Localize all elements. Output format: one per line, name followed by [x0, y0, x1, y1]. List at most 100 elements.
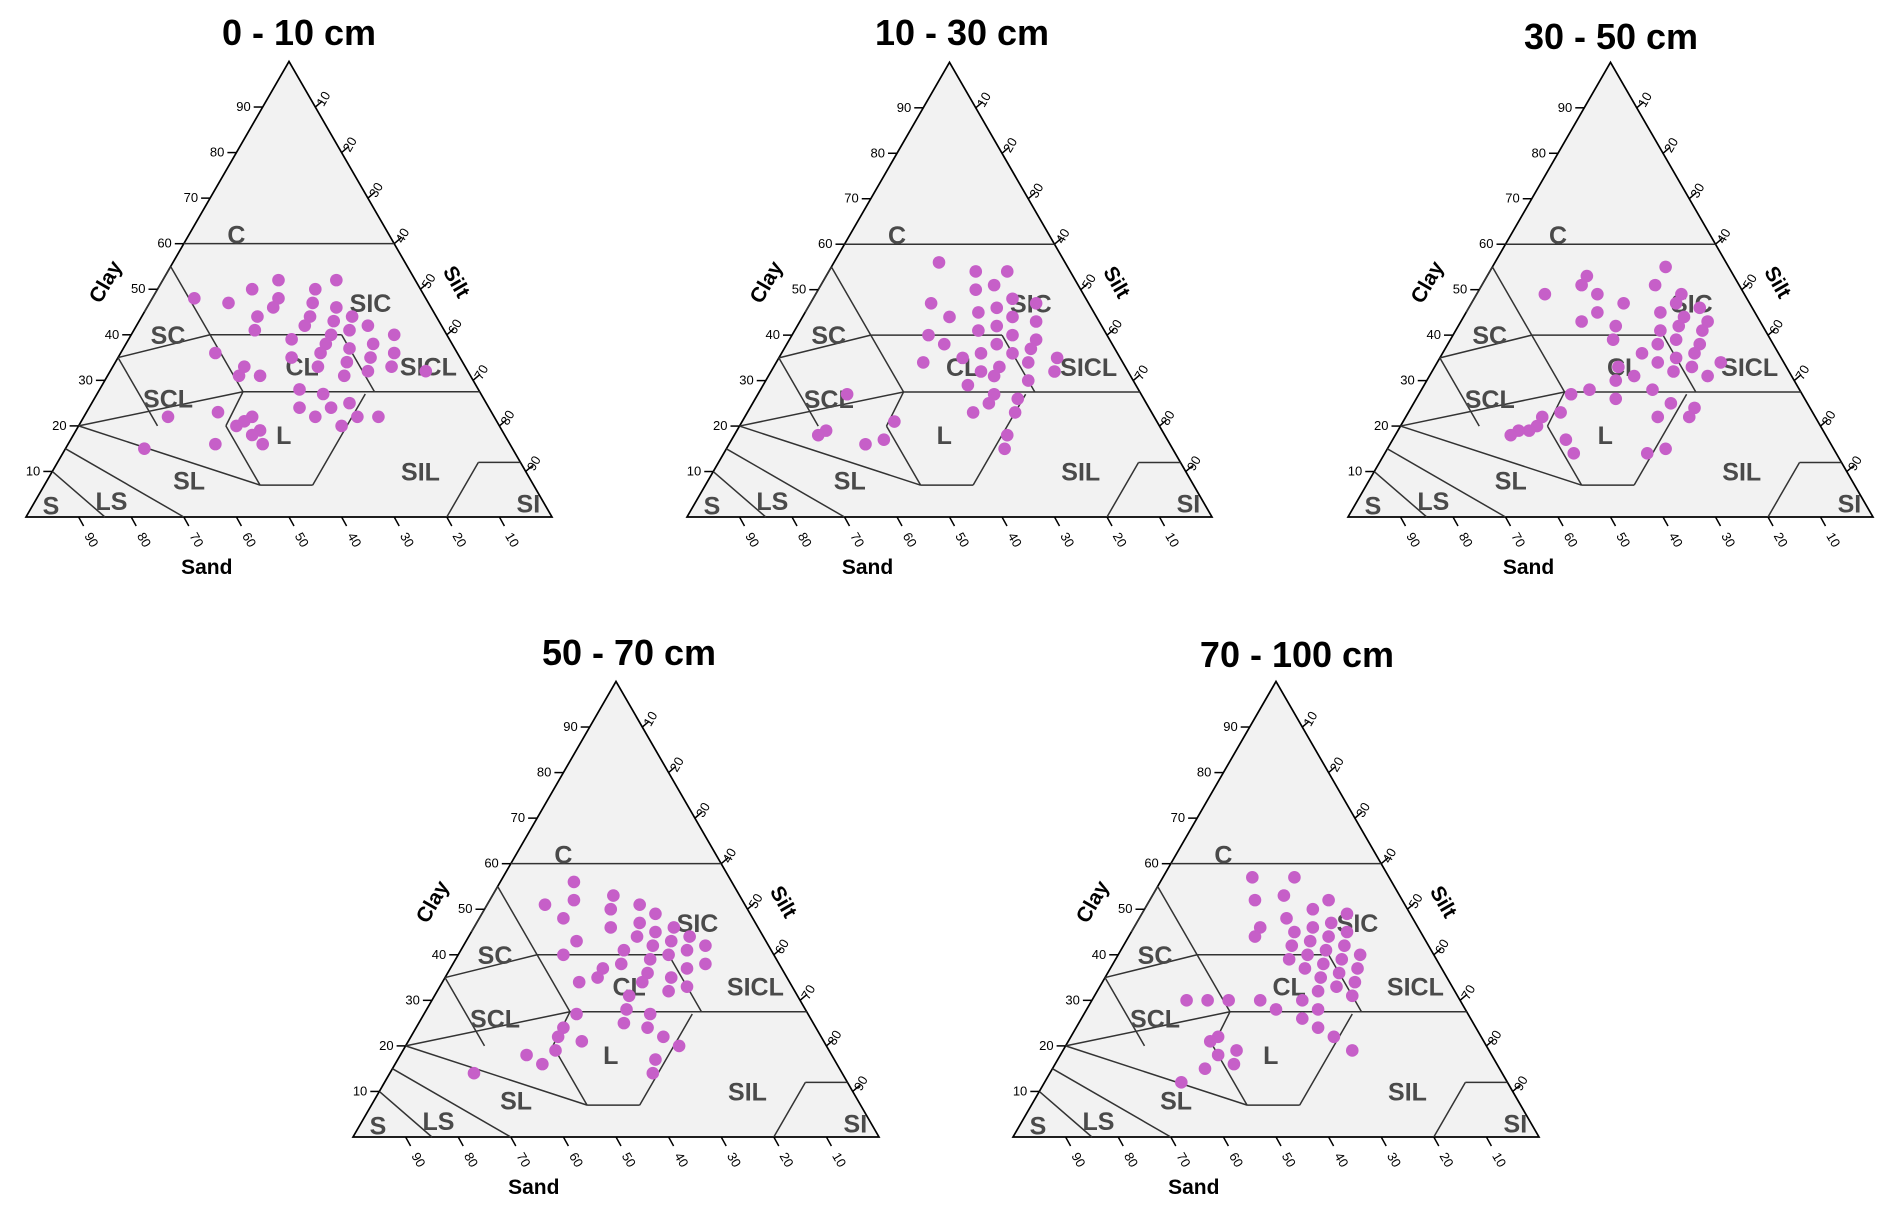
- sample-point: [330, 301, 343, 314]
- sample-point: [982, 397, 996, 410]
- region-label-sl: SL: [1495, 468, 1527, 496]
- clay-axis-title: Clay: [85, 257, 127, 307]
- silt-tick: [1662, 146, 1671, 154]
- sand-tick: [1714, 516, 1722, 527]
- region-label-s: S: [370, 1113, 387, 1141]
- class-boundary: [712, 470, 767, 518]
- silt-tick: [668, 766, 677, 774]
- class-boundary: [444, 954, 538, 979]
- sample-point: [961, 378, 975, 392]
- silt-tick: [1688, 192, 1697, 200]
- silt-tick-label: 10: [974, 90, 994, 110]
- sample-point: [551, 1030, 565, 1044]
- sample-point: [974, 347, 988, 360]
- sample-point: [319, 337, 333, 351]
- sample-point: [1322, 893, 1335, 907]
- sample-point: [1050, 351, 1064, 365]
- silt-tick-label: 90: [524, 453, 544, 473]
- sample-point: [1211, 1048, 1225, 1062]
- silt-tick-label: 70: [798, 982, 818, 1002]
- sample-point: [1682, 410, 1696, 424]
- sand-tick: [896, 516, 903, 527]
- clay-tick-label: 30: [1065, 992, 1079, 1007]
- sand-tick: [393, 516, 400, 527]
- silt-tick-label: 50: [745, 891, 765, 911]
- class-boundary: [1633, 393, 1688, 486]
- silt-tick-label: 50: [1405, 891, 1425, 911]
- sample-point: [646, 939, 660, 952]
- sample-point: [990, 319, 1004, 333]
- panel-title: 30 - 50 cm: [1524, 16, 1698, 57]
- clay-tick-label: 70: [184, 190, 198, 205]
- sample-point: [419, 364, 433, 378]
- sample-point: [1006, 328, 1019, 342]
- class-boundary: [739, 391, 904, 427]
- clay-tick-label: 20: [713, 418, 727, 433]
- region-label-sicl: SICL: [1721, 354, 1778, 382]
- silt-tick: [773, 948, 782, 956]
- sample-point: [1648, 278, 1662, 292]
- sample-point: [272, 273, 285, 287]
- sand-tick: [340, 516, 348, 527]
- sample-point: [138, 442, 151, 455]
- sand-tick: [843, 516, 851, 527]
- silt-tick: [367, 191, 376, 199]
- class-boundary: [312, 393, 366, 486]
- region-label-sil: SIL: [728, 1078, 767, 1106]
- sample-point: [1006, 292, 1019, 306]
- sample-point: [1654, 324, 1667, 337]
- clay-axis-title: Clay: [1072, 877, 1114, 927]
- sand-tick: [1106, 516, 1113, 527]
- sample-point: [1248, 930, 1262, 943]
- sample-point: [956, 351, 969, 365]
- region-label-l: L: [937, 422, 952, 450]
- silt-tick-label: 90: [851, 1073, 871, 1093]
- sample-point: [922, 328, 935, 342]
- class-boundary: [392, 1068, 512, 1138]
- sand-tick: [1170, 1136, 1177, 1147]
- class-boundary: [726, 448, 845, 518]
- sand-tick: [1609, 516, 1617, 527]
- sample-point: [1024, 342, 1038, 356]
- sample-point: [1203, 1035, 1217, 1048]
- region-label-sil: SIL: [1722, 459, 1761, 487]
- sand-tick: [562, 1136, 570, 1147]
- class-boundary: [536, 954, 571, 1013]
- sand-tick-label: 50: [292, 530, 312, 550]
- sample-point: [1535, 410, 1549, 424]
- sample-point: [1227, 1057, 1241, 1071]
- sample-point: [567, 893, 581, 907]
- sample-point: [1345, 989, 1359, 1003]
- sample-point: [1327, 1030, 1341, 1044]
- sample-point: [811, 428, 825, 442]
- sand-axis-title: Sand: [181, 556, 232, 579]
- region-label-l: L: [276, 422, 291, 450]
- clay-tick-label: 40: [1092, 947, 1106, 962]
- sand-tick-label: 10: [502, 530, 522, 550]
- silt-tick-label: 90: [1845, 453, 1865, 473]
- class-boundary: [378, 1090, 433, 1138]
- silt-tick: [1793, 374, 1802, 382]
- silt-tick: [1715, 237, 1723, 245]
- sample-point: [649, 907, 662, 921]
- class-boundary: [446, 461, 480, 518]
- sample-point: [1269, 1003, 1283, 1016]
- sample-point: [343, 342, 356, 355]
- sample-point: [683, 930, 696, 943]
- clay-tick-label: 60: [1479, 236, 1493, 251]
- sample-point: [1696, 324, 1709, 337]
- class-boundary: [778, 334, 871, 359]
- sand-tick-label: 90: [1068, 1150, 1088, 1170]
- sample-point: [1011, 392, 1025, 406]
- sample-point: [987, 278, 1001, 292]
- panel-title: 0 - 10 cm: [222, 12, 376, 53]
- sand-tick: [1222, 1136, 1230, 1147]
- sample-point: [1338, 939, 1351, 952]
- region-label-s: S: [1030, 1113, 1047, 1141]
- silt-tick-label: 60: [1766, 317, 1786, 337]
- clay-tick-label: 20: [52, 418, 66, 433]
- clay-tick-label: 90: [1558, 100, 1572, 115]
- sample-point: [1640, 447, 1654, 460]
- clay-tick-label: 20: [1374, 418, 1388, 433]
- silt-tick: [1636, 101, 1645, 109]
